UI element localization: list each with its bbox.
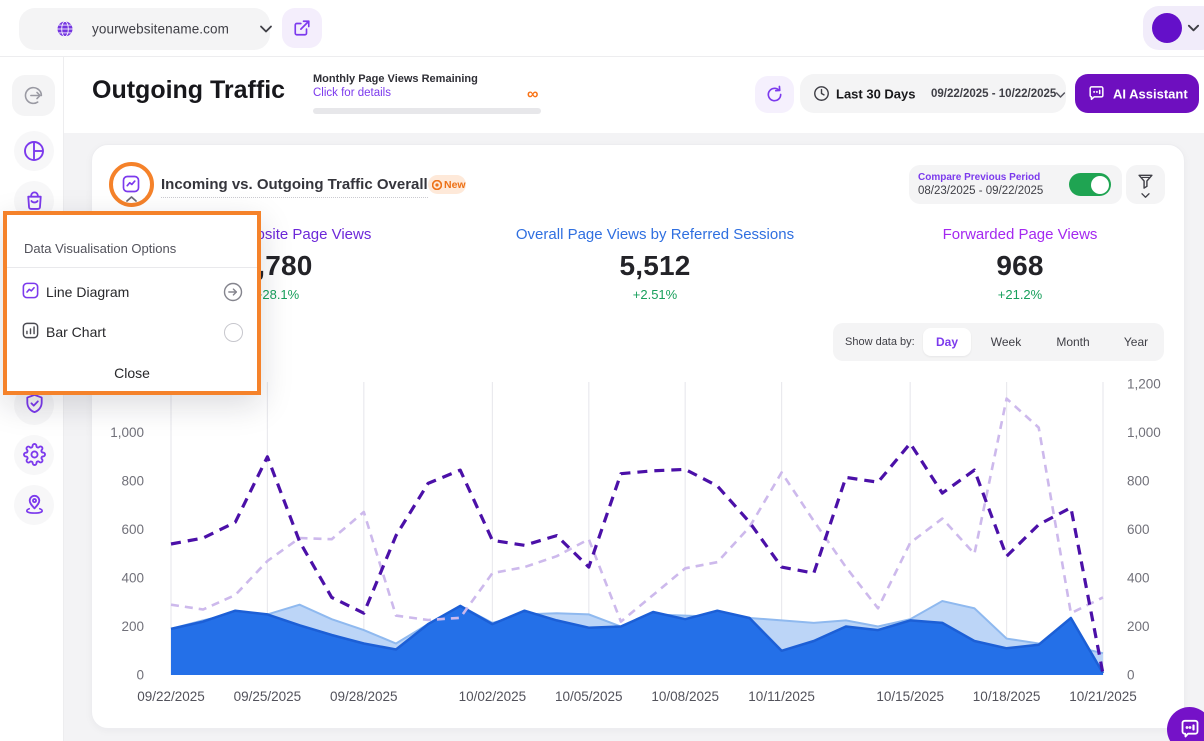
svg-text:10/18/2025: 10/18/2025 <box>973 689 1041 704</box>
svg-text:600: 600 <box>1127 522 1150 537</box>
svg-text:1,000: 1,000 <box>1127 425 1161 440</box>
svg-text:200: 200 <box>121 619 144 634</box>
svg-text:400: 400 <box>121 571 144 586</box>
svg-text:0: 0 <box>1127 668 1135 683</box>
svg-text:600: 600 <box>121 522 144 537</box>
svg-text:10/08/2025: 10/08/2025 <box>651 689 719 704</box>
svg-text:400: 400 <box>1127 571 1150 586</box>
svg-text:800: 800 <box>121 474 144 489</box>
svg-text:10/21/2025: 10/21/2025 <box>1069 689 1137 704</box>
svg-text:10/11/2025: 10/11/2025 <box>748 689 815 704</box>
svg-text:200: 200 <box>1127 619 1150 634</box>
svg-text:10/02/2025: 10/02/2025 <box>459 689 527 704</box>
svg-text:09/22/2025: 09/22/2025 <box>137 689 205 704</box>
svg-text:0: 0 <box>136 668 144 683</box>
svg-text:800: 800 <box>1127 474 1150 489</box>
svg-text:09/28/2025: 09/28/2025 <box>330 689 398 704</box>
svg-text:1,200: 1,200 <box>1127 377 1161 392</box>
svg-text:10/05/2025: 10/05/2025 <box>555 689 623 704</box>
svg-text:10/15/2025: 10/15/2025 <box>876 689 944 704</box>
svg-text:09/25/2025: 09/25/2025 <box>234 689 302 704</box>
svg-text:1,000: 1,000 <box>110 425 144 440</box>
